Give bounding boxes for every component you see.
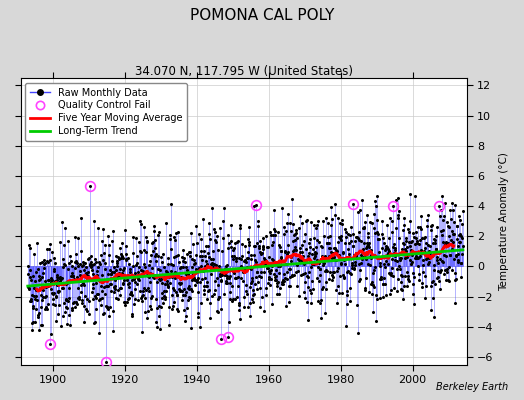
Text: POMONA CAL POLY: POMONA CAL POLY	[190, 8, 334, 23]
Title: 34.070 N, 117.795 W (United States): 34.070 N, 117.795 W (United States)	[135, 65, 353, 78]
Text: Berkeley Earth: Berkeley Earth	[436, 382, 508, 392]
Y-axis label: Temperature Anomaly (°C): Temperature Anomaly (°C)	[499, 152, 509, 291]
Legend: Raw Monthly Data, Quality Control Fail, Five Year Moving Average, Long-Term Tren: Raw Monthly Data, Quality Control Fail, …	[26, 83, 187, 141]
